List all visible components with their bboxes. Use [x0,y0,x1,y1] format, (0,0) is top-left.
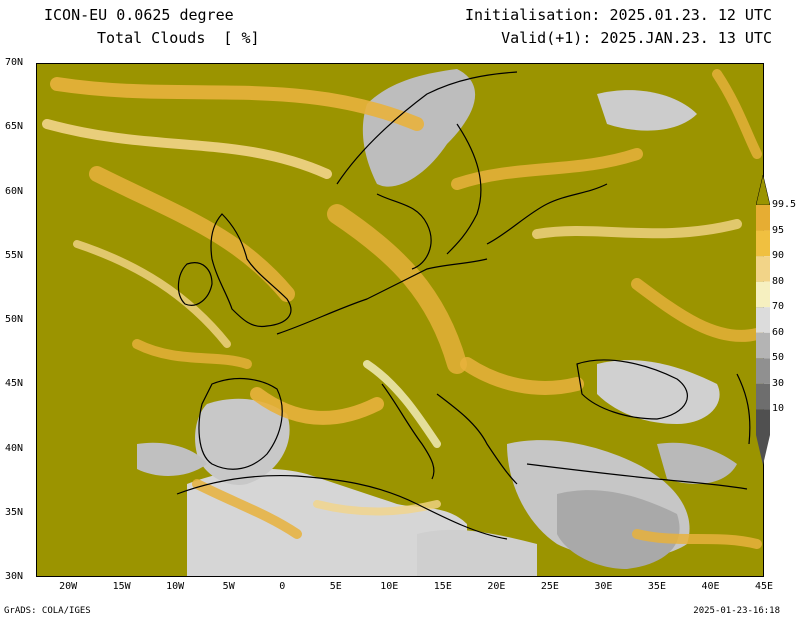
lon-label: 15W [112,581,131,592]
lat-label: 30N [5,571,24,582]
lon-label: 30E [594,581,613,592]
valid-time: Valid(+1): 2025.JAN.23. 13 UTC [501,29,772,47]
coastlines [176,71,751,540]
lat-label: 45N [5,378,24,390]
colorbar-label: 50 [772,352,785,364]
colorbar-band [756,307,770,333]
map-title-model: ICON-EU 0.0625 degree [44,6,234,24]
grads-credit: GrADS: COLA/IGES [4,606,91,616]
partial-cloud-streaks [42,69,763,549]
lat-label: 70N [5,57,24,68]
cloud-cover-map [36,63,764,577]
lon-label: 45E [754,581,774,592]
colorbar-band [756,358,770,384]
colorbar-band [756,256,770,282]
colorbar-band [756,205,770,231]
lon-label: 5E [329,581,342,592]
lat-label: 60N [5,185,24,197]
lon-label: 20E [487,581,506,592]
colorbar-band [756,383,770,410]
colorbar-label: 95 [772,224,785,236]
colorbar-band [756,281,770,308]
map-canvas [37,64,763,576]
lon-label: 20W [59,581,78,592]
map-title-variable: Total Clouds [ %] [97,29,260,47]
initialisation-time: Initialisation: 2025.01.23. 12 UTC [464,6,772,24]
colorbar-label: 30 [772,377,785,389]
lat-label: 40N [5,442,24,454]
lon-label: 40E [701,581,720,592]
clear-sky-areas [137,69,737,576]
colorbar-label: 99.5 [772,199,797,210]
colorbar-label: 10 [772,403,785,415]
colorbar-cap [756,175,770,206]
lon-label: 5W [222,581,235,592]
lon-label: 10W [166,581,185,592]
colorbar-band [756,230,770,257]
lon-label: 25E [540,581,559,592]
colorbar [756,175,770,465]
colorbar-band [756,332,770,359]
colorbar-label: 90 [772,250,785,262]
colorbar-cap-bottom [756,435,770,465]
lon-label: 10E [380,581,399,592]
lon-label: 15E [433,581,452,592]
render-timestamp: 2025-01-23-16:18 [693,606,780,616]
colorbar-label: 70 [772,301,785,313]
lon-label: 35E [647,581,666,592]
lat-label: 50N [5,314,24,325]
colorbar-label: 60 [772,326,785,338]
lat-label: 35N [5,506,24,518]
lon-label: 0 [279,581,286,592]
colorbar-label: 80 [772,275,785,287]
lat-label: 55N [5,249,24,261]
lat-label: 65N [5,121,24,133]
colorbar-band [756,409,770,435]
